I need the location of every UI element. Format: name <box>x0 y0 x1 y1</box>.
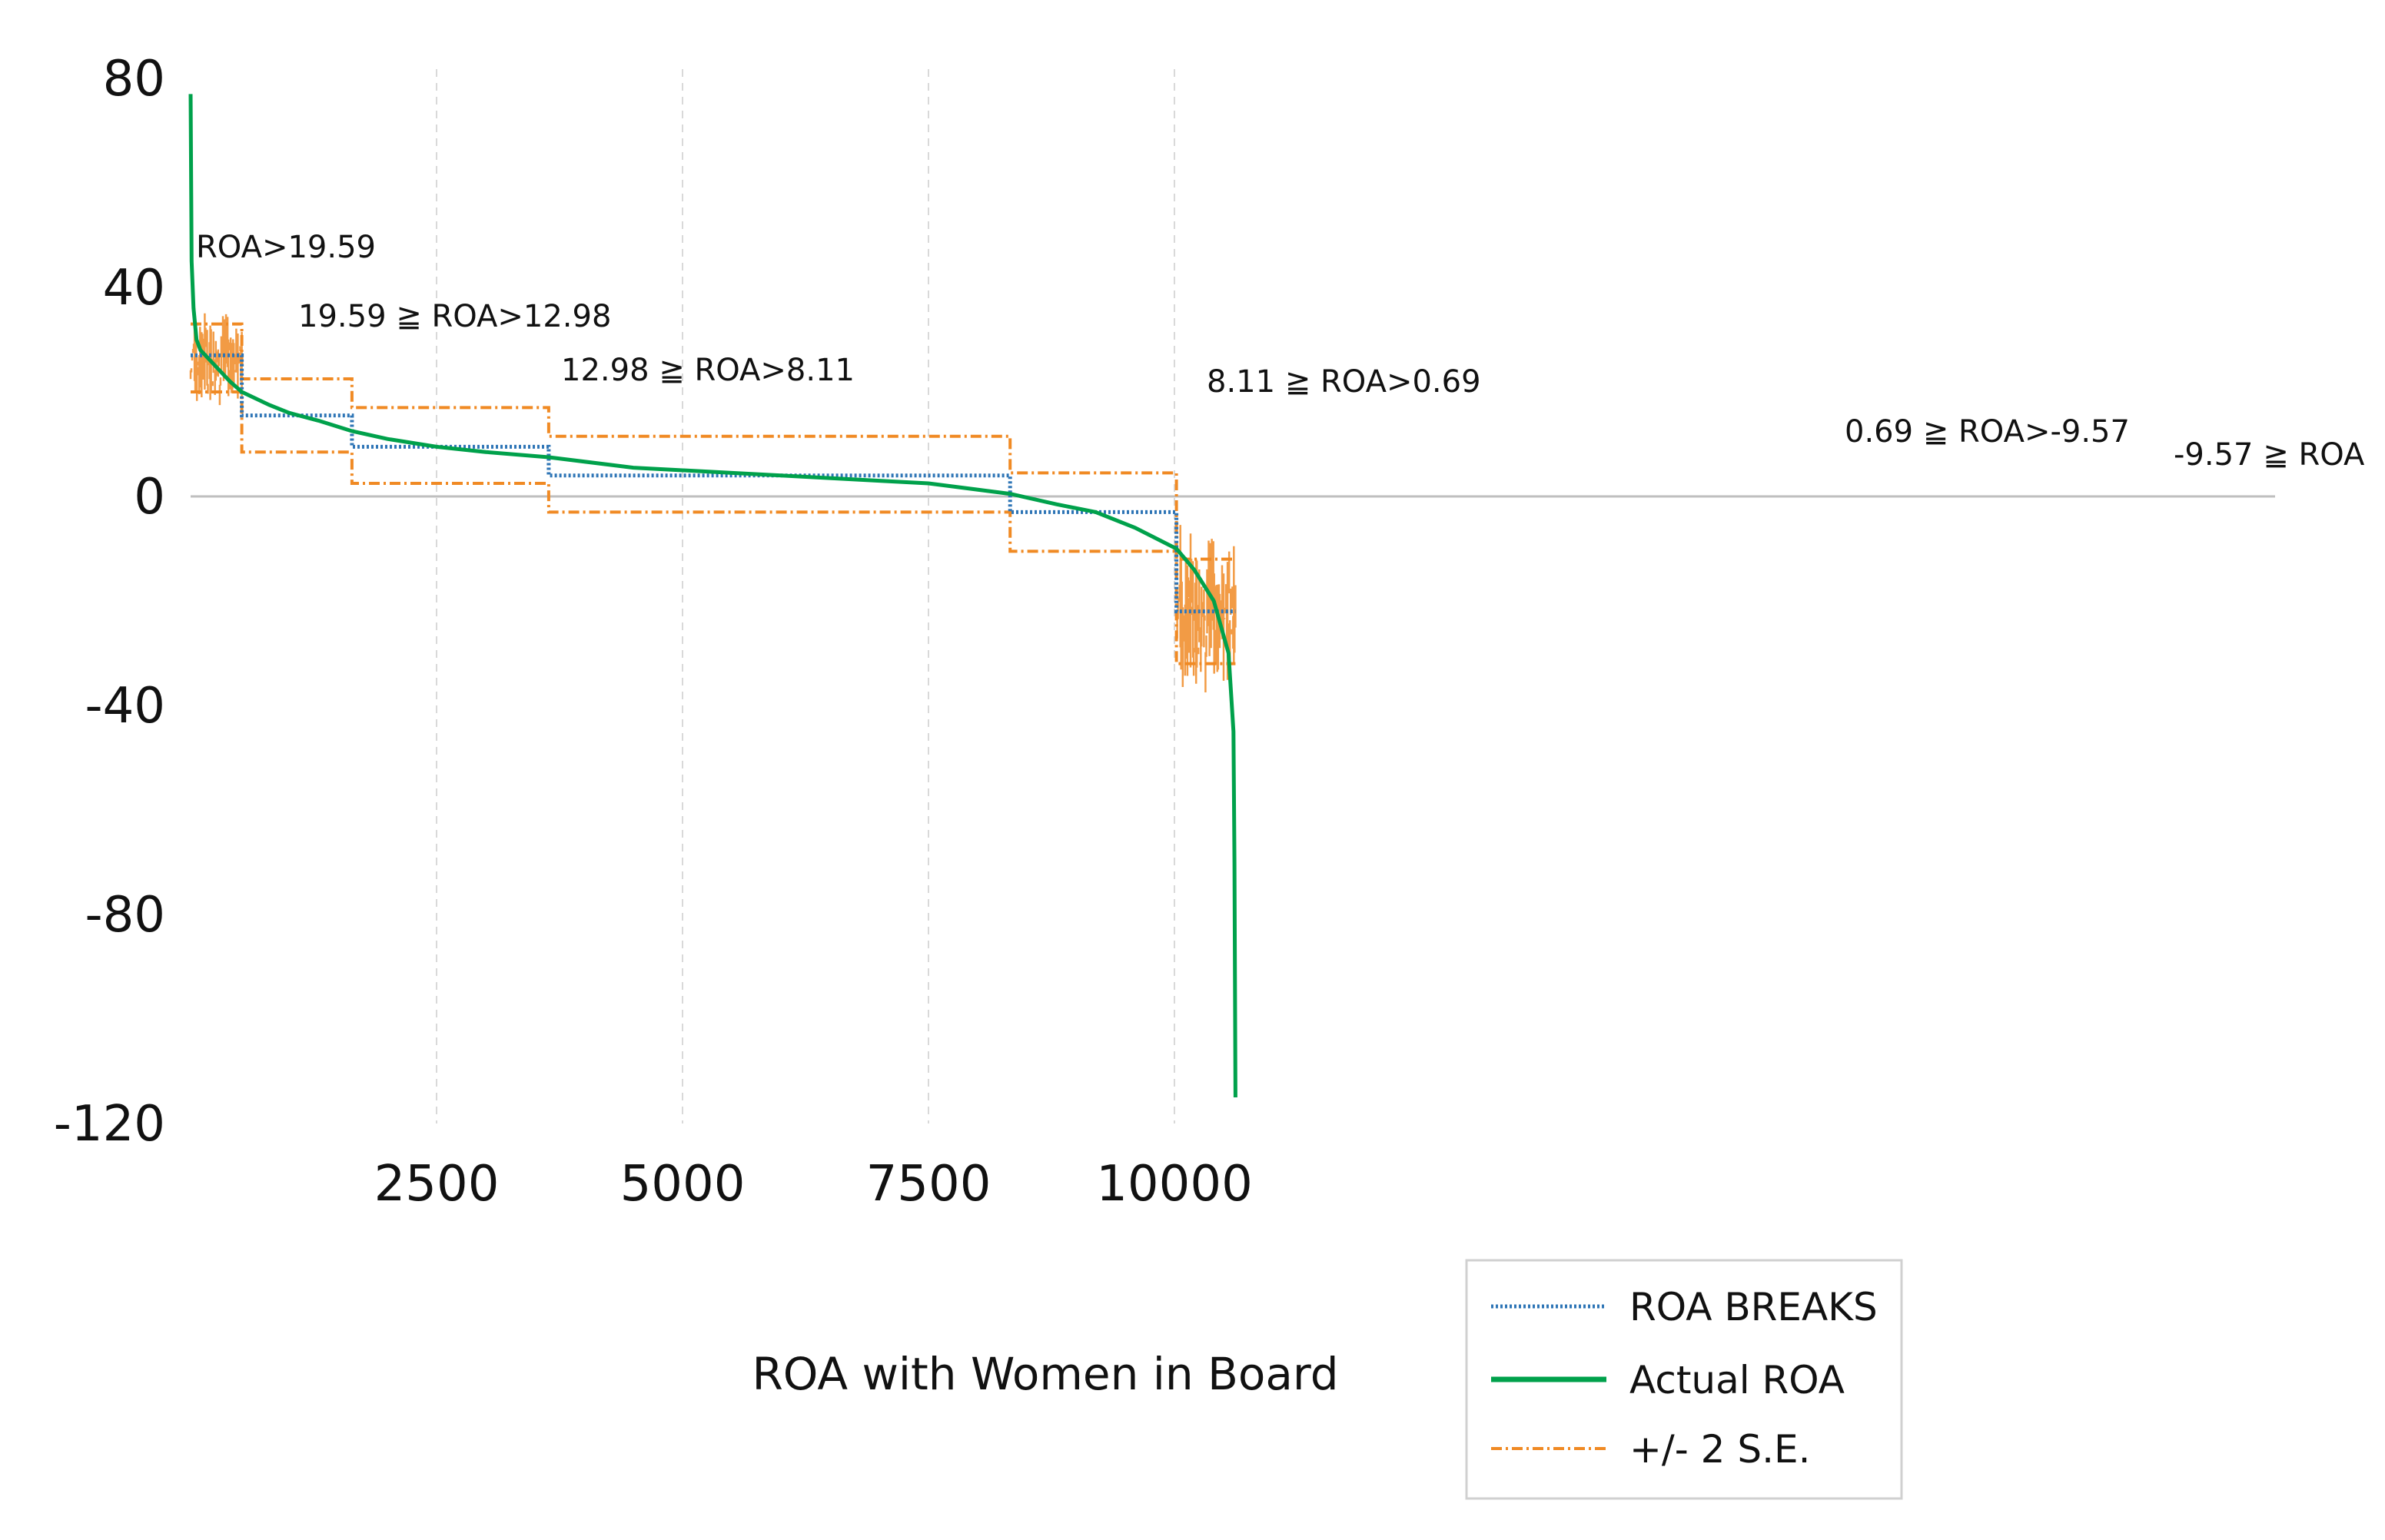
legend-label-actual-roa: Actual ROA <box>1629 1358 1845 1402</box>
regime-label: -9.57 ≧ ROA <box>2174 437 2365 473</box>
y-tick-label: 0 <box>134 469 165 526</box>
legend: ROA BREAKS Actual ROA +/- 2 S.E. <box>1465 1259 1903 1500</box>
grid-lines <box>436 69 1175 1123</box>
se-lower-line <box>191 390 1236 665</box>
x-tick-labels: 2500 5000 7500 10000 <box>374 1156 1253 1213</box>
regime-label: 0.69 ≧ ROA>-9.57 <box>1845 414 2130 450</box>
y-tick-label: -120 <box>54 1096 165 1153</box>
regime-label: 8.11 ≧ ROA>0.69 <box>1207 364 1481 400</box>
y-tick-label: 80 <box>103 51 165 108</box>
regime-label: ROA>19.59 <box>196 230 376 265</box>
regime-annotations: ROA>19.59 19.59 ≧ ROA>12.98 12.98 ≧ ROA>8.… <box>196 230 2365 473</box>
y-tick-label: -40 <box>85 678 165 735</box>
y-tick-labels: 80 40 0 -40 -80 -120 <box>54 51 165 1153</box>
legend-label-se: +/- 2 S.E. <box>1629 1427 1811 1472</box>
legend-label-roa-breaks: ROA BREAKS <box>1629 1285 1878 1329</box>
actual-roa-line <box>188 94 1237 1098</box>
roa-breaks-lines <box>191 353 1236 614</box>
se-noise-first-regime <box>189 307 243 406</box>
se-upper-line <box>191 322 1236 561</box>
roa-breaks-line <box>191 353 1236 614</box>
x-axis-label: ROA with Women in Board <box>752 1348 1338 1400</box>
se-noise-last-regime <box>1175 525 1237 692</box>
x-tick-label: 2500 <box>374 1156 500 1213</box>
x-tick-label: 10000 <box>1096 1156 1253 1213</box>
x-tick-label: 7500 <box>866 1156 992 1213</box>
actual-roa-line-group <box>188 94 1237 1098</box>
y-tick-label: 40 <box>103 260 165 317</box>
regime-label: 19.59 ≧ ROA>12.98 <box>298 299 611 334</box>
regime-label: 12.98 ≧ ROA>8.11 <box>561 353 855 388</box>
x-tick-label: 5000 <box>620 1156 746 1213</box>
y-tick-label: -80 <box>85 887 165 944</box>
